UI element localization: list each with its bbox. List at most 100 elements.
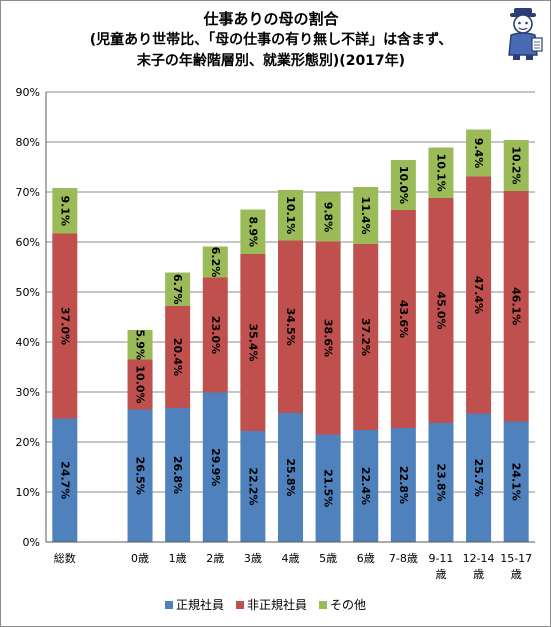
data-label: 5.9% (134, 329, 147, 360)
x-tick-label: 2歳 (206, 552, 224, 565)
data-label: 45.0% (434, 291, 447, 329)
bar-segment (278, 413, 303, 542)
bar-segment (52, 233, 78, 419)
data-label: 6.2% (209, 247, 222, 278)
y-tick-label: 70% (16, 186, 40, 199)
bar-segment (278, 240, 303, 413)
data-label: 22.4% (359, 467, 372, 505)
bar-segment (52, 188, 78, 234)
legend-swatch (319, 601, 328, 609)
bar-segment (52, 418, 78, 542)
data-label: 10.0% (134, 365, 147, 403)
y-tick-label: 50% (16, 286, 40, 299)
bar-segment (202, 277, 228, 393)
x-tick-label: 歳 (473, 568, 484, 581)
x-tick-label: 5歳 (319, 552, 337, 565)
bars (52, 129, 529, 542)
chart-title-line-2: (児童あり世帯比、「母の仕事の有り無し不詳」は含まず、 (89, 32, 453, 48)
bar-segment (315, 192, 341, 242)
bar-segment (240, 431, 266, 542)
bar-segment (503, 191, 529, 422)
data-label: 25.8% (284, 458, 297, 496)
y-axis-ticks: 0% 10% 20% 30% 40% 50% 60% 70% 80% 90% (16, 86, 40, 549)
bar-segment (127, 409, 153, 542)
bar-segment (278, 190, 303, 241)
data-label: 37.2% (359, 318, 372, 356)
bar-segment (315, 241, 341, 435)
x-tick-label: 総数 (54, 551, 76, 565)
y-tick-label: 0% (23, 536, 40, 549)
data-label: 8.9% (246, 216, 259, 247)
x-tick-label: 1歳 (169, 552, 187, 565)
y-tick-label: 40% (16, 336, 40, 349)
bar-segment (165, 306, 191, 408)
bar-segment (353, 187, 379, 244)
data-label: 35.4% (246, 323, 259, 361)
data-label: 10.0% (397, 166, 410, 204)
data-labels: 24.7% 37.0% 9.1% 26.5% 10.0% 5.9% 26.8% 20.4% 6.… (58, 138, 522, 508)
data-label: 26.5% (134, 457, 147, 495)
legend-label: 非正規社員 (247, 597, 307, 612)
bar-segment (466, 176, 492, 414)
data-label: 9.8% (322, 202, 335, 233)
legend-label: その他 (330, 598, 366, 612)
data-label: 11.4% (359, 196, 372, 234)
bar-segment (428, 147, 454, 198)
bar-segment (202, 246, 228, 278)
axes (45, 92, 535, 543)
data-label: 47.4% (472, 276, 485, 314)
x-axis-ticks: 総数 0歳 1歳 2歳 3歳 4歳 5歳 6歳 7-8歳 9-11 歳 12-14 歳 15-17 歳 (54, 551, 532, 581)
data-label: 21.5% (322, 469, 335, 507)
data-label: 29.9% (209, 448, 222, 486)
y-tick-label: 10% (16, 486, 40, 499)
data-label: 37.0% (58, 307, 71, 345)
bar-segment (165, 272, 191, 306)
data-label: 26.8% (171, 456, 184, 494)
x-tick-label: 3歳 (244, 552, 262, 565)
legend-label: 正規社員 (176, 597, 224, 612)
legend-swatch (165, 601, 173, 609)
data-label: 10.1% (434, 154, 447, 192)
bar-segment (315, 434, 341, 542)
x-tick-label: 7-8歳 (389, 552, 418, 565)
bar-segment (127, 359, 153, 410)
bar-segment (127, 330, 153, 360)
mascot-icon (508, 8, 543, 60)
y-tick-label: 60% (16, 236, 40, 249)
x-tick-label: 0歳 (131, 552, 149, 565)
y-tick-label: 20% (16, 436, 40, 449)
bar-segment (466, 413, 492, 542)
data-label: 38.6% (322, 319, 335, 357)
bar-segment (353, 244, 379, 430)
data-label: 43.6% (397, 300, 410, 338)
bar-segment (390, 210, 416, 428)
data-label: 22.8% (397, 466, 410, 504)
bar-segment (390, 160, 416, 210)
y-tick-label: 90% (16, 86, 40, 99)
data-label: 46.1% (510, 287, 523, 325)
x-tick-label: 4歳 (282, 552, 300, 565)
x-tick-label: 歳 (435, 568, 446, 581)
y-tick-label: 80% (16, 136, 40, 149)
bar-segment (240, 209, 266, 254)
bar-segment (503, 421, 529, 542)
data-label: 9.1% (58, 195, 71, 226)
data-label: 6.7% (171, 274, 184, 305)
legend-swatch (236, 601, 245, 609)
chart-title-line-3: 末子の年齢階層別、就業形態別)(2017年) (136, 53, 406, 69)
chart-title-line-1: 仕事ありの母の割合 (203, 10, 339, 28)
bar-segment (390, 428, 416, 542)
bar-segment (503, 140, 529, 191)
data-label: 22.2% (246, 467, 259, 505)
data-label: 23.0% (209, 316, 222, 354)
data-label: 24.1% (510, 463, 523, 501)
bar-segment (428, 198, 454, 423)
bar-segment (353, 430, 379, 542)
data-label: 34.5% (284, 308, 297, 346)
x-tick-label: 歳 (511, 568, 522, 581)
x-tick-label: 9-11 (428, 552, 453, 565)
bar-segment (202, 392, 228, 542)
data-label: 23.8% (434, 463, 447, 501)
